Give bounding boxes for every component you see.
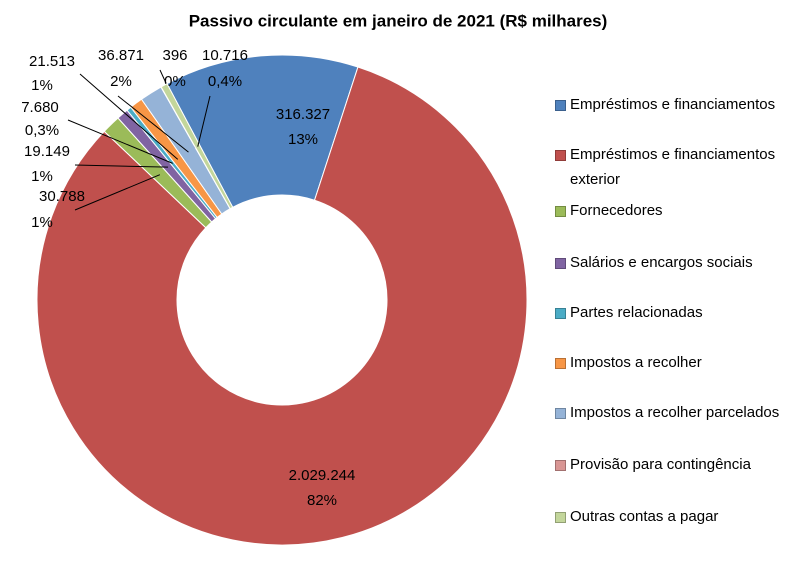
legend-label: Impostos a recolher parcelados	[570, 404, 780, 421]
legend-item: Empréstimos e financiamentos exterior	[555, 142, 790, 192]
legend-label: Empréstimos e financiamentos	[570, 96, 776, 113]
legend-label: Fornecedores	[570, 202, 663, 219]
legend-label: Salários e encargos sociais	[570, 254, 753, 271]
percent-label: 1%	[31, 168, 53, 185]
percent-label: 0,4%	[208, 73, 242, 90]
leader-line	[74, 164, 169, 168]
legend-item: Provisão para contingência	[555, 452, 790, 477]
leader-line	[67, 119, 173, 164]
legend-swatch	[555, 206, 566, 217]
data-label: 30.788	[39, 188, 85, 205]
legend-swatch	[555, 258, 566, 269]
percent-label: 82%	[307, 492, 337, 509]
donut-slice	[160, 83, 234, 210]
legend-swatch	[555, 460, 566, 471]
data-label: 21.513	[29, 53, 75, 70]
legend-label: Empréstimos e financiamentos exterior	[570, 146, 776, 188]
data-label: 396	[162, 47, 187, 64]
data-label: 36.871	[98, 47, 144, 64]
legend-label: Provisão para contingência	[570, 456, 751, 473]
legend-label: Outras contas a pagar	[570, 508, 719, 525]
legend-item: Empréstimos e financiamentos	[555, 92, 790, 117]
legend-label: Impostos a recolher	[570, 354, 702, 371]
leader-line	[197, 95, 211, 147]
leader-line	[117, 95, 189, 153]
legend-item: Outras contas a pagar	[555, 504, 790, 529]
data-label: 10.716	[202, 47, 248, 64]
legend-item: Impostos a recolher	[555, 350, 790, 375]
data-label: 7.680	[21, 99, 59, 116]
legend-swatch	[555, 308, 566, 319]
donut-slice	[166, 54, 359, 208]
legend-swatch	[555, 100, 566, 111]
data-label: 316.327	[276, 106, 330, 123]
data-label: 19.149	[24, 143, 70, 160]
percent-label: 1%	[31, 214, 53, 231]
percent-label: 1%	[31, 77, 53, 94]
legend-label: Partes relacionadas	[570, 304, 703, 321]
percent-label: 0,3%	[25, 122, 59, 139]
percent-label: 2%	[110, 73, 132, 90]
legend-item: Fornecedores	[555, 198, 790, 223]
donut-slice	[36, 66, 528, 546]
data-label: 2.029.244	[289, 467, 356, 484]
leader-line	[74, 174, 161, 211]
percent-label: 13%	[288, 131, 318, 148]
legend-item: Partes relacionadas	[555, 300, 790, 325]
legend-item: Salários e encargos sociais	[555, 250, 790, 275]
percent-label: 0%	[164, 73, 186, 90]
legend-swatch	[555, 150, 566, 161]
leader-line	[79, 73, 179, 160]
legend-item: Impostos a recolher parcelados	[555, 400, 790, 425]
legend-swatch	[555, 358, 566, 369]
legend-swatch	[555, 408, 566, 419]
chart-title: Passivo circulante em janeiro de 2021 (R…	[189, 11, 608, 30]
legend-swatch	[555, 512, 566, 523]
